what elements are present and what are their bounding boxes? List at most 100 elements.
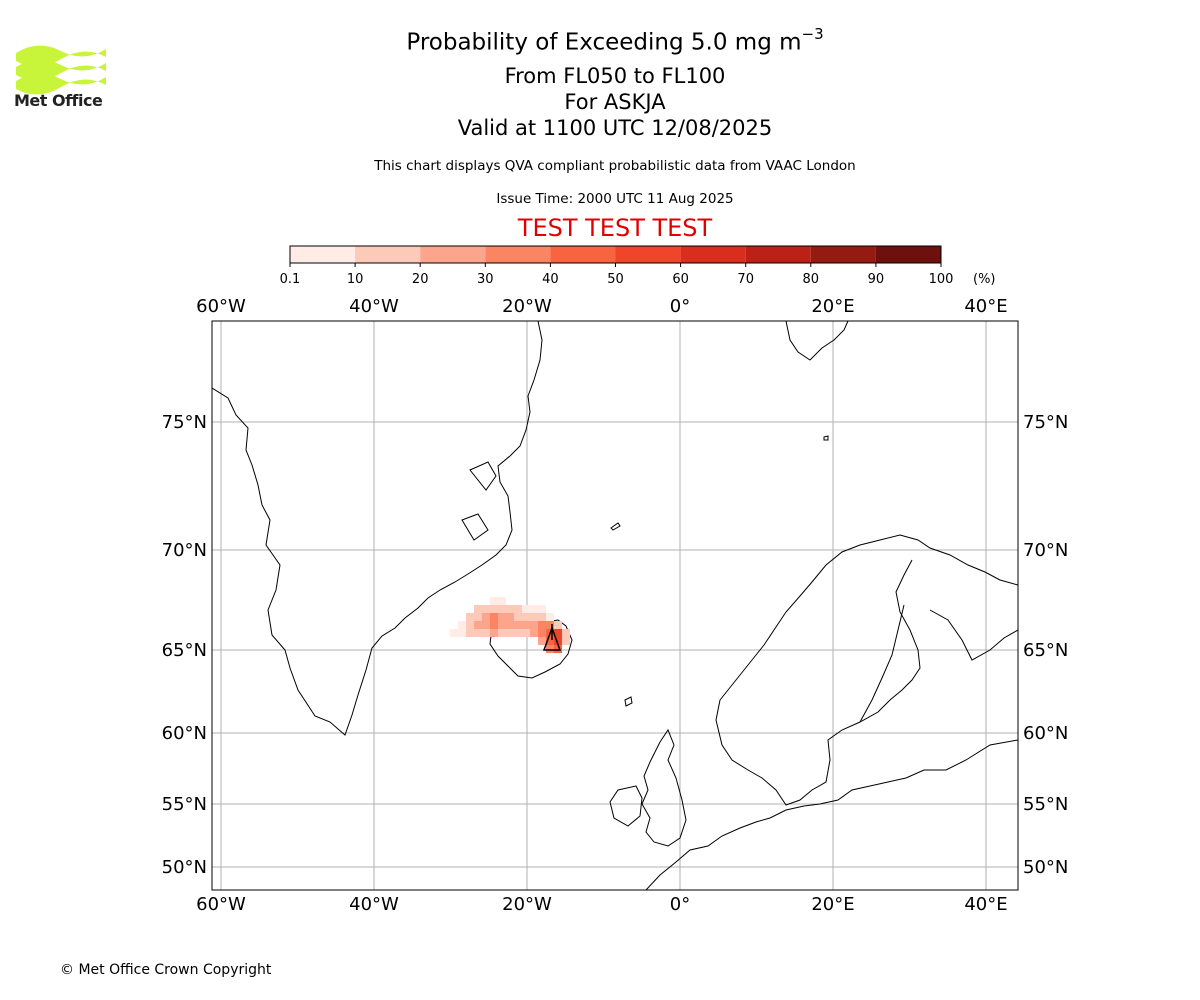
greenland-coast [212,321,543,736]
ash-cell [530,621,538,629]
ash-cell [474,605,482,613]
ash-cell [554,629,562,637]
ash-cell [546,637,554,645]
lat-label-left: 55°N [162,794,207,815]
colorbar-tick-label: 10 [347,272,364,287]
lon-label-bottom: 60°W [196,894,246,915]
colorbar-segment [810,246,876,263]
colorbar-segment [355,246,421,263]
colorbar-tick-label: 50 [607,272,624,287]
colorbar-tick-label: 90 [868,272,885,287]
ash-cell [490,629,498,637]
ash-cell [474,613,482,621]
ash-cell [514,621,522,629]
colorbar-unit: (%) [973,272,996,287]
lon-label-bottom: 0° [670,894,690,915]
ash-cell [546,645,554,653]
ash-cell [474,621,482,629]
ash-cell [466,629,474,637]
ash-cell [482,629,490,637]
ash-cell [522,605,530,613]
ash-cell [490,597,498,605]
colorbar-segment [875,246,941,263]
ash-cell [554,645,562,653]
issue-time: Issue Time: 2000 UTC 11 Aug 2025 [496,191,734,207]
ash-cell [506,629,514,637]
lat-label-left: 65°N [162,640,207,661]
lon-label-top: 0° [670,296,690,317]
ash-cell [450,629,458,637]
colorbar-tick-label: 60 [672,272,689,287]
ash-cell [482,613,490,621]
test-banner: TEST TEST TEST [517,214,713,242]
ash-cell [530,613,538,621]
baltic-coast [715,559,921,806]
colorbar-segment [615,246,681,263]
volcano-name: For ASKJA [564,90,666,114]
colorbar-tick-label: 80 [803,272,820,287]
ash-cell [482,605,490,613]
lat-label-left: 60°N [162,723,207,744]
title-main: Probability of Exceeding 5.0 mg m [406,29,802,56]
ash-cell [498,621,506,629]
lat-label-right: 60°N [1023,723,1068,744]
chart-title: Probability of Exceeding 5.0 mg m−3 [0,25,1200,56]
title-exponent: −3 [801,25,824,43]
ash-cell [458,629,466,637]
colorbar-tick-label: 0.1 [280,272,301,287]
coastlines [212,321,1018,890]
lon-label-bottom: 20°W [502,894,552,915]
ash-cell [538,613,546,621]
ash-cell [522,629,530,637]
ash-cell [458,621,466,629]
copyright-text: © Met Office Crown Copyright [60,962,272,978]
ash-cell [482,621,490,629]
lon-label-top: 20°E [811,296,854,317]
ash-cell [474,629,482,637]
ash-cell [562,629,570,637]
finland-coast [859,604,905,723]
lon-label-bottom: 20°E [811,894,854,915]
ash-cell [506,621,514,629]
colorbar-segment [550,246,616,263]
ash-cell [506,613,514,621]
colorbar-tick-label: 30 [477,272,494,287]
axis-labels: 60°W 60°W 40°W 40°W 20°W 20°W 0° 0° 20°E 20°E 40°E… [162,296,1069,915]
ash-cell [530,629,538,637]
colorbar-tick-label: 40 [542,272,559,287]
ireland-coast [609,785,643,827]
colorbar-segment [745,246,811,263]
valid-time: Valid at 1100 UTC 12/08/2025 [457,116,773,140]
svalbard-coast [785,321,849,361]
ash-cell [490,621,498,629]
ash-cell [490,613,498,621]
ash-cell [498,629,506,637]
ash-cell [546,613,554,621]
colorbar-segment [420,246,486,263]
lat-label-right: 70°N [1023,540,1068,561]
colorbar: 0.1 10 20 30 40 50 60 70 80 90 100 [280,245,953,287]
lon-label-bottom: 40°E [964,894,1007,915]
ash-cell [522,613,530,621]
ash-cell [514,613,522,621]
colorbar-segment [485,246,551,263]
ash-cell [538,629,546,637]
colorbar-tick-label: 70 [737,272,754,287]
ash-cell [514,629,522,637]
colorbar-tick-label: 20 [412,272,429,287]
volcano-triangle-icon [542,624,562,651]
ash-cell [490,605,498,613]
ash-cell [466,613,474,621]
lat-label-right: 65°N [1023,640,1068,661]
ash-cell [554,637,562,645]
colorbar-segment [290,246,356,263]
graticule [212,321,1018,890]
met-office-logo-icon [16,45,106,95]
ash-cell [538,605,546,613]
europe-coast [645,739,1018,890]
ash-cell [530,605,538,613]
lon-label-top: 40°E [964,296,1007,317]
ash-cell [514,605,522,613]
ash-cell [562,637,570,645]
lat-label-right: 50°N [1023,857,1068,878]
